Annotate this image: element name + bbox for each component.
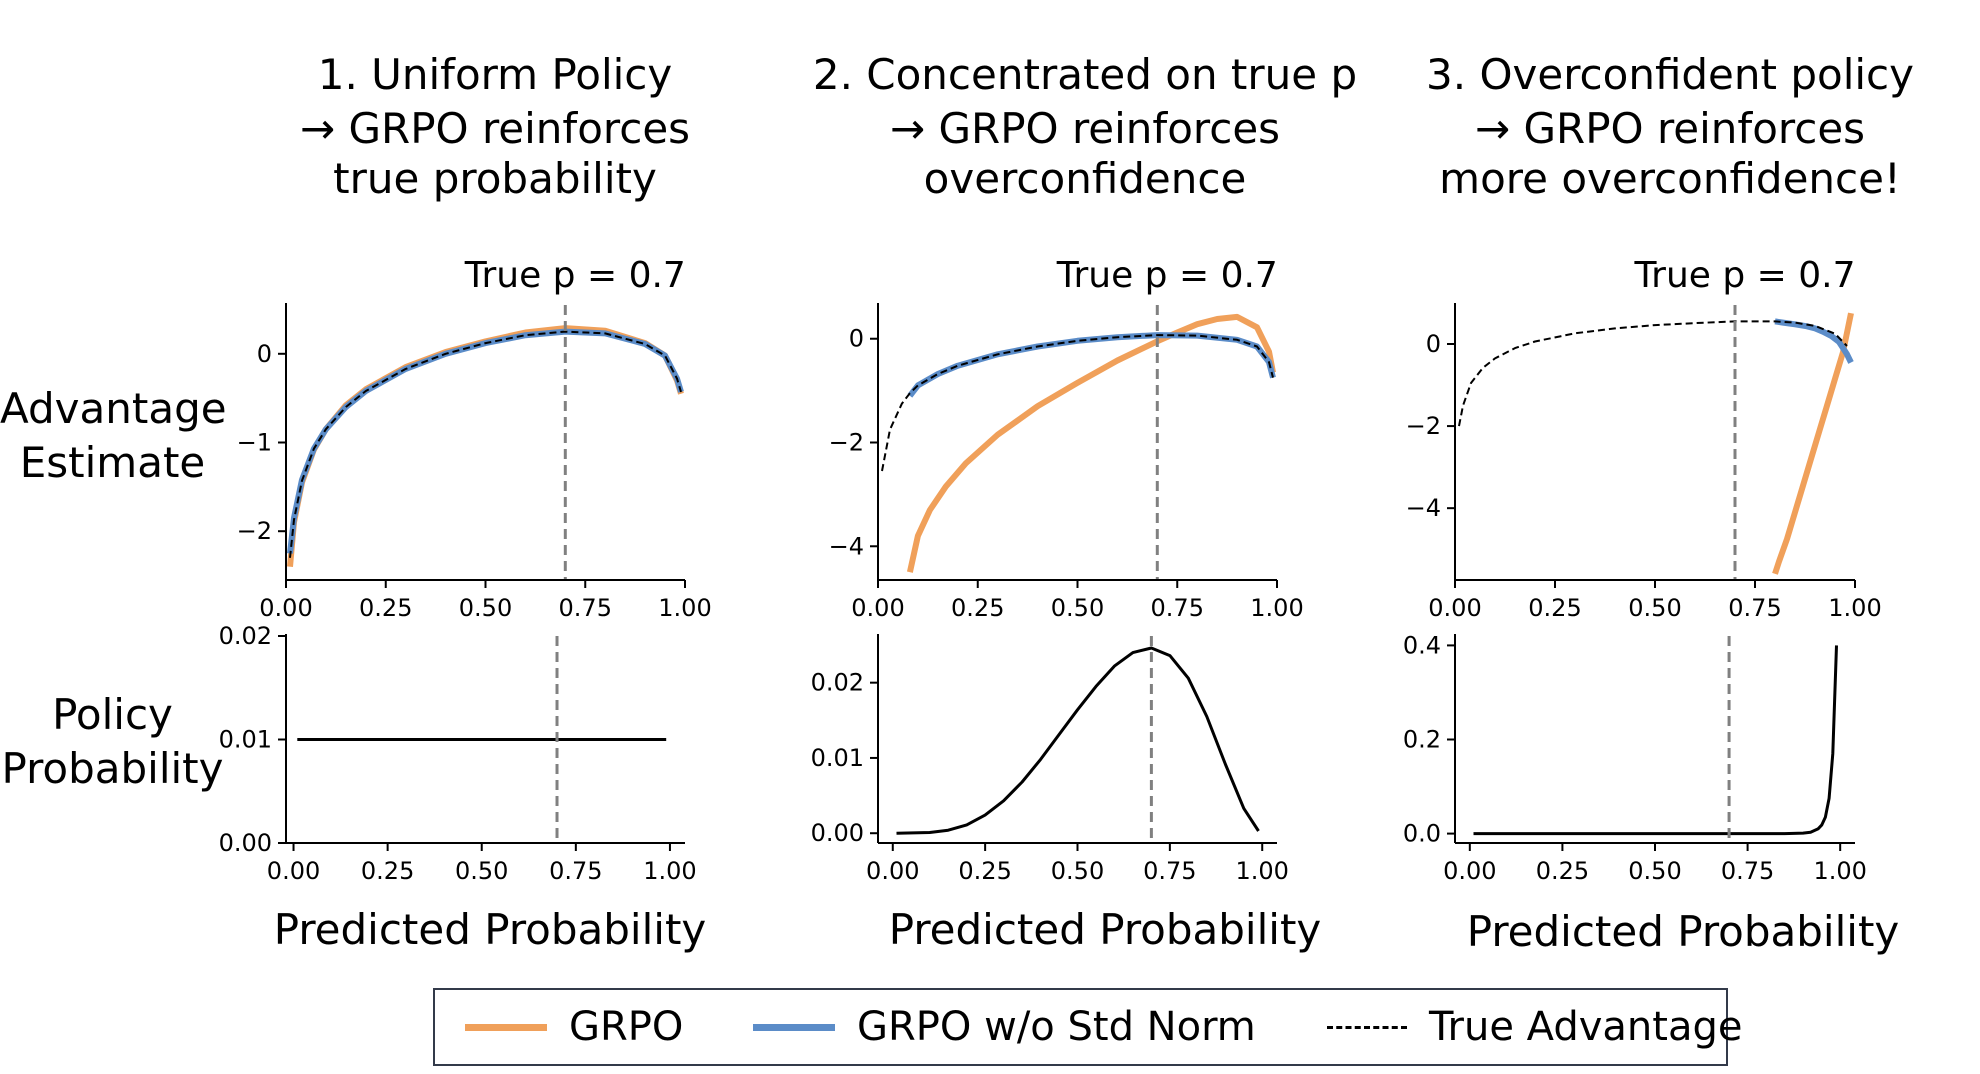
column-title-1-line3: true probability: [333, 154, 657, 203]
row-label-policy: Policy Probability: [0, 688, 225, 796]
column-title-1: 1. Uniform Policy → GRPO reinforces true…: [200, 48, 790, 206]
column-title-1-line1: 1. Uniform Policy: [317, 50, 673, 99]
x-tick-label-pol-1-0: 0.00: [267, 857, 320, 885]
x-tick-label-pol-2-0: 0.00: [866, 857, 919, 885]
series-line-adv-3-grpo-w-o-std-norm: [1774, 318, 1854, 364]
row-label-advantage-line2: Estimate: [19, 438, 206, 487]
true-p-annotation-adv-2: True p = 0.7: [1056, 255, 1278, 296]
x-tick-label-pol-1-4: 1.00: [643, 857, 696, 885]
x-tick-label-pol-2-1: 0.25: [958, 857, 1011, 885]
y-tick-label-adv-1-2: 0: [257, 340, 272, 368]
y-tick-label-pol-1-0: 0.00: [219, 829, 272, 857]
row-label-policy-line2: Probability: [1, 744, 224, 793]
series-line-pol-2-policy: [896, 646, 1260, 835]
y-tick-label-pol-3-0: 0.0: [1403, 820, 1441, 848]
x-tick-label-adv-2-1: 0.25: [951, 594, 1004, 622]
x-tick-label-adv-3-4: 1.00: [1828, 594, 1881, 622]
x-tick-label-pol-3-4: 1.00: [1813, 857, 1866, 885]
column-title-2-line2: → GRPO reinforces: [889, 104, 1281, 153]
x-tick-label-adv-2-2: 0.50: [1051, 594, 1104, 622]
series-line-adv-2-grpo: [906, 313, 1276, 573]
row-label-advantage-line1: Advantage: [0, 384, 227, 433]
column-title-3: 3. Overconfident policy → GRPO reinforce…: [1370, 48, 1970, 206]
x-tick-label-pol-3-0: 0.00: [1443, 857, 1496, 885]
x-tick-label-adv-3-2: 0.50: [1628, 594, 1681, 622]
x-tick-label-pol-1-1: 0.25: [361, 857, 414, 885]
y-tick-label-pol-1-1: 0.01: [219, 726, 272, 754]
y-tick-label-pol-2-0: 0.00: [811, 819, 864, 847]
y-tick-label-pol-3-1: 0.2: [1403, 726, 1441, 754]
column-title-1-line2: → GRPO reinforces: [299, 104, 691, 153]
x-axis-label-3: Predicted Probability: [1466, 907, 1900, 956]
series-line-adv-1-true-advantage: [289, 330, 682, 558]
x-axis-label-2: Predicted Probability: [888, 905, 1322, 954]
column-title-3-line1: 3. Overconfident policy: [1426, 50, 1914, 99]
x-tick-label-adv-1-2: 0.50: [459, 594, 512, 622]
x-axis-label-1: Predicted Probability: [273, 905, 707, 954]
row-label-policy-line1: Policy: [52, 690, 173, 739]
y-tick-label-pol-3-2: 0.4: [1403, 631, 1441, 659]
x-tick-label-pol-1-3: 0.75: [549, 857, 602, 885]
legend-item-grpo: GRPO: [465, 990, 683, 1064]
legend-swatch-grpo: [465, 1023, 547, 1031]
x-tick-label-adv-2-0: 0.00: [851, 594, 904, 622]
x-tick-label-pol-3-1: 0.25: [1536, 857, 1589, 885]
y-tick-label-adv-1-1: −1: [237, 429, 272, 457]
legend-label-grpo: GRPO: [569, 1004, 684, 1050]
series-line-adv-1-grpo: [287, 325, 684, 567]
x-tick-label-adv-3-0: 0.00: [1428, 594, 1481, 622]
column-title-2-line3: overconfidence: [923, 154, 1247, 203]
legend: GRPO GRPO w/o Std Norm True Advantage: [433, 988, 1742, 1066]
x-tick-label-pol-3-3: 0.75: [1721, 857, 1774, 885]
legend-item-true-advantage: True Advantage: [1327, 990, 1742, 1064]
y-tick-label-adv-1-0: −2: [237, 517, 272, 545]
y-tick-label-pol-2-2: 0.02: [811, 669, 864, 697]
true-p-annotation-adv-1: True p = 0.7: [464, 255, 686, 296]
legend-item-grpo-no-std: GRPO w/o Std Norm: [753, 990, 1256, 1064]
y-tick-label-adv-3-2: 0: [1426, 330, 1441, 358]
series-line-adv-2-grpo-w-o-std-norm: [907, 332, 1276, 398]
y-tick-label-pol-1-2: 0.02: [219, 622, 272, 650]
x-tick-label-adv-3-3: 0.75: [1728, 594, 1781, 622]
y-tick-label-adv-3-0: −4: [1406, 494, 1441, 522]
x-tick-label-pol-2-3: 0.75: [1143, 857, 1196, 885]
column-title-2-line1: 2. Concentrated on true p: [812, 50, 1358, 99]
x-tick-label-pol-3-2: 0.50: [1628, 857, 1681, 885]
x-tick-label-adv-1-1: 0.25: [359, 594, 412, 622]
series-line-adv-3-true-advantage: [1458, 320, 1848, 427]
y-tick-label-adv-2-1: −2: [829, 429, 864, 457]
series-line-adv-3-grpo: [1772, 312, 1854, 575]
x-tick-label-adv-2-4: 1.00: [1250, 594, 1303, 622]
x-tick-label-adv-1-0: 0.00: [259, 594, 312, 622]
series-line-adv-2-true-advantage: [881, 334, 1274, 472]
x-tick-label-adv-2-3: 0.75: [1151, 594, 1204, 622]
x-tick-label-adv-1-4: 1.00: [658, 594, 711, 622]
series-line-pol-3-policy: [1473, 645, 1838, 836]
x-tick-label-pol-2-4: 1.00: [1236, 857, 1289, 885]
x-tick-label-pol-1-2: 0.50: [455, 857, 508, 885]
x-tick-label-adv-3-1: 0.25: [1528, 594, 1581, 622]
legend-swatch-grpo-no-std: [753, 1023, 835, 1031]
column-title-3-line3: more overconfidence!: [1439, 154, 1901, 203]
legend-label-true-advantage: True Advantage: [1429, 1004, 1743, 1050]
x-tick-label-adv-1-3: 0.75: [559, 594, 612, 622]
column-title-2: 2. Concentrated on true p → GRPO reinfor…: [790, 48, 1380, 206]
x-tick-label-pol-2-2: 0.50: [1051, 857, 1104, 885]
legend-swatch-true-advantage: [1327, 1025, 1407, 1029]
series-line-adv-1-grpo-w-o-std-norm: [287, 328, 684, 554]
y-tick-label-adv-2-2: 0: [849, 325, 864, 353]
true-p-annotation-adv-3: True p = 0.7: [1633, 255, 1855, 296]
legend-label-grpo-no-std: GRPO w/o Std Norm: [857, 1004, 1256, 1050]
row-label-advantage: Advantage Estimate: [0, 382, 227, 490]
y-tick-label-pol-2-1: 0.01: [811, 744, 864, 772]
y-tick-label-adv-3-1: −2: [1406, 412, 1441, 440]
column-title-3-line2: → GRPO reinforces: [1474, 104, 1866, 153]
y-tick-label-adv-2-0: −4: [829, 532, 864, 560]
